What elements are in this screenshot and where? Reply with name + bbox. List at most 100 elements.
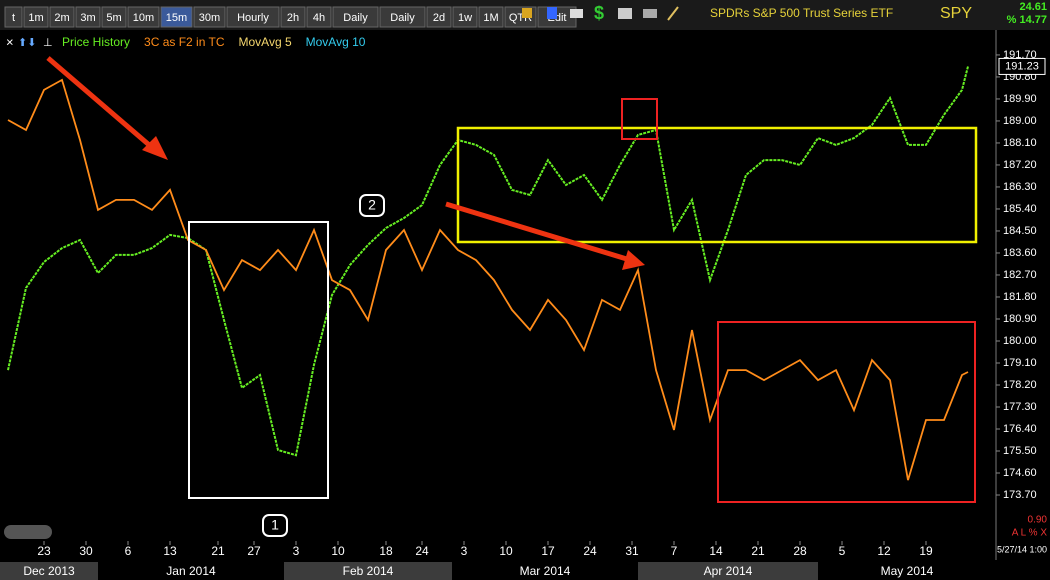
y-tick-label: 187.20 bbox=[1003, 159, 1037, 171]
legend-control[interactable]: ⊥ bbox=[43, 37, 53, 49]
toolbar-button[interactable] bbox=[280, 6, 306, 28]
toolbar-button[interactable] bbox=[226, 6, 280, 28]
x-tick-label: 12 bbox=[877, 544, 891, 558]
x-tick-label: 7 bbox=[671, 544, 678, 558]
x-tick-label: 3 bbox=[293, 544, 300, 558]
toolbar-button-label[interactable]: 15m bbox=[166, 12, 187, 24]
y-tick-label: 178.20 bbox=[1003, 379, 1037, 391]
toolbar-button-label[interactable]: 2h bbox=[287, 12, 299, 24]
x-tick-label: 19 bbox=[919, 544, 933, 558]
toolbar-button[interactable] bbox=[426, 6, 452, 28]
icon bbox=[547, 7, 557, 19]
scale-label: 0.90 bbox=[1028, 515, 1048, 526]
toolbar-button-label[interactable]: Hourly bbox=[237, 12, 269, 24]
x-tick-label: 21 bbox=[211, 544, 225, 558]
toolbar-button[interactable] bbox=[193, 6, 226, 28]
icon bbox=[618, 8, 632, 19]
toolbar-button[interactable] bbox=[379, 6, 426, 28]
timestamp: 5/27/14 1:00 bbox=[997, 544, 1047, 554]
arrow bbox=[445, 201, 631, 263]
toolbar-button-label[interactable]: 1m bbox=[28, 12, 43, 24]
icon bbox=[667, 6, 679, 21]
legend-control[interactable]: × bbox=[6, 34, 14, 49]
toolbar-button-label[interactable]: Daily bbox=[390, 12, 415, 24]
toolbar-button-label[interactable]: 1M bbox=[483, 12, 498, 24]
y-tick-label: 177.30 bbox=[1003, 401, 1037, 413]
legend-control[interactable]: ⬆⬇ bbox=[18, 37, 36, 49]
highlight-box bbox=[188, 221, 329, 499]
y-tick-label: 181.80 bbox=[1003, 291, 1037, 303]
y-tick-label: 191.70 bbox=[1003, 49, 1037, 61]
month-band bbox=[284, 562, 452, 580]
month-band bbox=[98, 562, 284, 580]
toolbar-button-label[interactable]: 10m bbox=[133, 12, 154, 24]
toolbar-button[interactable] bbox=[23, 6, 49, 28]
legend: × ⬆⬇ ⊥ Price History 3C as F2 in TC MovAvg… bbox=[6, 34, 366, 49]
month-label: Jan 2014 bbox=[166, 564, 216, 578]
month-band bbox=[818, 562, 996, 580]
x-tick-label: 10 bbox=[499, 544, 513, 558]
x-tick-label: 10 bbox=[331, 544, 345, 558]
toolbar-button-label[interactable]: 30m bbox=[199, 12, 220, 24]
x-tick-label: 3 bbox=[461, 544, 468, 558]
toolbar-button-label[interactable]: 1w bbox=[458, 12, 472, 24]
toolbar-button[interactable] bbox=[101, 6, 127, 28]
toolbar-button-label[interactable]: Daily bbox=[343, 12, 368, 24]
y-tick-label: 175.50 bbox=[1003, 445, 1037, 457]
toolbar-button[interactable] bbox=[4, 6, 23, 28]
toolbar-buttons: t 1m 2m 3m 5m 10m 15m 30m Hourly 2h 4h Daily Daily 2d… bbox=[4, 6, 577, 28]
toolbar-button-label[interactable]: t bbox=[12, 12, 15, 24]
toolbar-button-label[interactable]: 2d bbox=[433, 12, 445, 24]
scroll-widget[interactable] bbox=[4, 525, 52, 539]
toolbar-button-label[interactable]: 5m bbox=[106, 12, 121, 24]
x-tick-label: 23 bbox=[37, 544, 51, 558]
toolbar-button[interactable] bbox=[478, 6, 504, 28]
y-tick-label: 185.40 bbox=[1003, 203, 1037, 215]
y-tick-label: 186.30 bbox=[1003, 181, 1037, 193]
instrument-name: SPDRs S&P 500 Trust Series ETF bbox=[710, 6, 893, 20]
y-tick-label: 189.00 bbox=[1003, 115, 1037, 127]
y-tick-label: 173.70 bbox=[1003, 489, 1037, 501]
toolbar-button[interactable] bbox=[75, 6, 101, 28]
arrow bbox=[46, 56, 157, 152]
toolbar-icons: $ bbox=[522, 3, 679, 23]
toolbar-button-label[interactable]: 3m bbox=[80, 12, 95, 24]
y-tick-label: 176.40 bbox=[1003, 423, 1037, 435]
legend-entry: MovAvg 5 bbox=[239, 35, 292, 49]
annotation-badge bbox=[359, 194, 385, 217]
x-tick-label: 31 bbox=[625, 544, 639, 558]
symbol: SPY bbox=[940, 5, 972, 22]
month-label: Mar 2014 bbox=[520, 564, 571, 578]
x-tick-label: 27 bbox=[247, 544, 261, 558]
x-tick-label: 5 bbox=[839, 544, 846, 558]
plot bbox=[7, 66, 969, 481]
x-tick-label: 13 bbox=[163, 544, 177, 558]
stat: 24.61 bbox=[1019, 1, 1047, 13]
toolbar-button[interactable] bbox=[160, 6, 193, 28]
legend-entry: Price History bbox=[62, 35, 130, 49]
toolbar-button[interactable] bbox=[452, 6, 478, 28]
toolbar-button-label[interactable]: 4h bbox=[313, 12, 325, 24]
x-tick-label: 24 bbox=[415, 544, 429, 558]
icon bbox=[643, 9, 657, 18]
toolbar-button[interactable] bbox=[332, 6, 379, 28]
annotation-badge bbox=[262, 514, 288, 537]
toolbar-button[interactable] bbox=[49, 6, 75, 28]
toolbar-button[interactable] bbox=[306, 6, 332, 28]
annotation-label: 2 bbox=[368, 197, 376, 213]
x-tick-label: 17 bbox=[541, 544, 555, 558]
scale-controls[interactable]: A L % X bbox=[1012, 528, 1048, 539]
legend-entry: 3C as F2 in TC bbox=[144, 35, 225, 49]
toolbar-button[interactable] bbox=[127, 6, 160, 28]
month-label: Dec 2013 bbox=[23, 564, 75, 578]
y-tick-label: 174.60 bbox=[1003, 467, 1037, 479]
toolbar-button-label[interactable]: 2m bbox=[54, 12, 69, 24]
y-tick-label: 183.60 bbox=[1003, 247, 1037, 259]
x-tick-label: 14 bbox=[709, 544, 723, 558]
legend-entry: MovAvg 10 bbox=[306, 35, 366, 49]
x-tick-label: 28 bbox=[793, 544, 807, 558]
x-tick-label: 6 bbox=[125, 544, 132, 558]
y-tick-label: 180.00 bbox=[1003, 335, 1037, 347]
x-tick-label: 18 bbox=[379, 544, 393, 558]
